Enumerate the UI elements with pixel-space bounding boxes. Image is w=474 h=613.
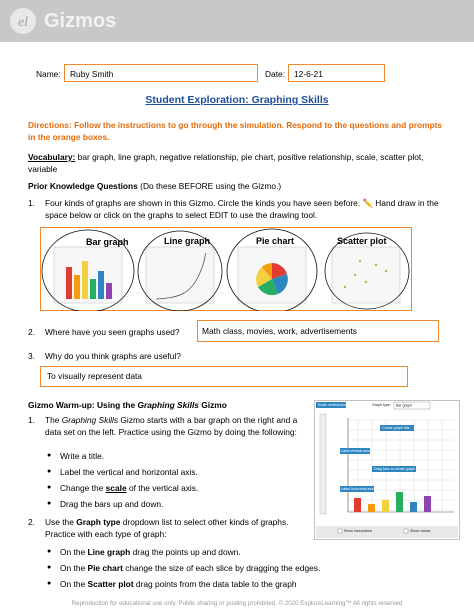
bullet: On the Scatter plot drag points from the…: [47, 578, 297, 590]
name-field[interactable]: [64, 64, 258, 82]
bullet: On the Line graph drag the points up and…: [47, 546, 241, 558]
vocabulary: Vocabulary: bar graph, line graph, negat…: [28, 151, 448, 175]
note: (Do these BEFORE using the Gizmo.): [140, 181, 282, 191]
graph-label[interactable]: Scatter plot: [337, 236, 387, 246]
part: Scatter plot: [87, 579, 134, 589]
bullet: Drag the bars up and down.: [47, 498, 164, 510]
bullet: On the Pie chart change the size of each…: [47, 562, 321, 574]
question-3: 3. Why do you think graphs are useful?: [28, 350, 181, 362]
gizmo-screenshot: Scale vertical axis Graph type: Bar grap…: [314, 400, 460, 540]
number: 3.: [28, 351, 35, 361]
vocab-label: Vocabulary:: [28, 152, 76, 162]
vocab-text: bar graph, line graph, negative relation…: [28, 152, 424, 174]
part: Use the: [45, 517, 74, 527]
part: Change the: [60, 483, 104, 493]
number: 2.: [28, 517, 35, 527]
question-text: Where have you seen graphs used?: [45, 327, 180, 337]
name-value: Ruby Smith: [70, 69, 114, 79]
footer: Reproduction for educational use only. P…: [71, 600, 403, 607]
answer-box[interactable]: [197, 320, 439, 342]
graph-label[interactable]: Bar graph: [86, 237, 129, 247]
question-text: Why do you think graphs are useful?: [45, 351, 181, 361]
warmup-heading: Gizmo Warm-up: Using the Graphing Skills…: [28, 399, 227, 411]
part: Gizmo: [201, 400, 227, 410]
bullet: Label the vertical and horizontal axis.: [47, 466, 198, 478]
logo-icon: el: [10, 8, 36, 34]
gizmo-text: Drag bars to create graph: [374, 467, 415, 471]
gizmo-text[interactable]: Show values: [410, 529, 431, 533]
number: 1.: [28, 415, 35, 425]
gizmo-text: Label horizontal axis: [341, 487, 374, 491]
graph-label[interactable]: Line graph: [164, 236, 211, 246]
logo: Gizmos: [44, 10, 117, 32]
bullet: Change the scale of the vertical axis.: [47, 482, 199, 494]
part: Write a title.: [60, 451, 105, 461]
name-label: Name:: [36, 69, 61, 79]
svg-text:el: el: [18, 15, 28, 30]
part: Drag the bars up and down.: [60, 499, 164, 509]
number: 1.: [28, 198, 35, 208]
part: Line graph: [87, 547, 131, 557]
number: 2.: [28, 327, 35, 337]
gizmo-text: Label vertical axis: [341, 449, 370, 453]
part: On the: [60, 547, 86, 557]
directions: Directions: Follow the instructions to g…: [28, 120, 443, 142]
part: Label the vertical and horizontal axis.: [60, 467, 198, 477]
graphs-box: [40, 227, 412, 311]
gizmo-text: Graph type:: [372, 403, 391, 407]
prior-heading: Prior Knowledge Questions (Do these BEFO…: [28, 180, 281, 192]
graph-thumbnails: [41, 228, 410, 311]
part: drag the points up and down.: [132, 547, 241, 557]
gizmo-text: Bar graph: [396, 404, 412, 408]
part: On the: [60, 579, 86, 589]
part: On the: [60, 563, 86, 573]
part: change the size of each slice by draggin…: [125, 563, 321, 573]
gizmo-text[interactable]: Show instructions: [344, 529, 372, 533]
part: Gizmo Warm-up: Using the: [28, 400, 136, 410]
answer-box[interactable]: [40, 366, 408, 387]
question-2: 2. Where have you seen graphs used?: [28, 326, 180, 338]
header-bar: [0, 0, 474, 42]
part: Pie chart: [87, 563, 123, 573]
part: scale: [105, 483, 127, 493]
heading: Prior Knowledge Questions: [28, 181, 138, 191]
title: Student Exploration: Graphing Skills: [145, 94, 329, 106]
answer: Math class, movies, work, advertisements: [202, 326, 357, 336]
gizmo-text: Create graph title: [382, 426, 410, 430]
part: Graphing Skills: [137, 400, 199, 410]
warmup-item-1: 1. The Graphing Skills Gizmo starts with …: [28, 414, 310, 438]
part: The: [45, 415, 60, 425]
part: of the vertical axis.: [128, 483, 199, 493]
warmup-item-2: 2. Use the Graph type dropdown list to se…: [28, 516, 310, 540]
date-value: 12-6-21: [294, 69, 323, 79]
gizmo-text: Scale vertical axis: [318, 403, 347, 407]
date-field[interactable]: [288, 64, 385, 82]
part: Graph type: [76, 517, 121, 527]
question-text: Four kinds of graphs are shown in this G…: [45, 198, 439, 220]
date-label: Date:: [265, 69, 286, 79]
question-1: 1. Four kinds of graphs are shown in this…: [28, 197, 448, 221]
part: Graphing Skills: [61, 415, 119, 425]
graph-label[interactable]: Pie chart: [256, 236, 295, 246]
bullet: Write a title.: [47, 450, 105, 462]
part: Gizmo starts with a bar graph on the rig…: [45, 415, 298, 437]
answer: To visually represent data: [47, 371, 142, 381]
part: dropdown list to select other kinds of g…: [45, 517, 289, 539]
part: drag points from the data table to the g…: [135, 579, 297, 589]
